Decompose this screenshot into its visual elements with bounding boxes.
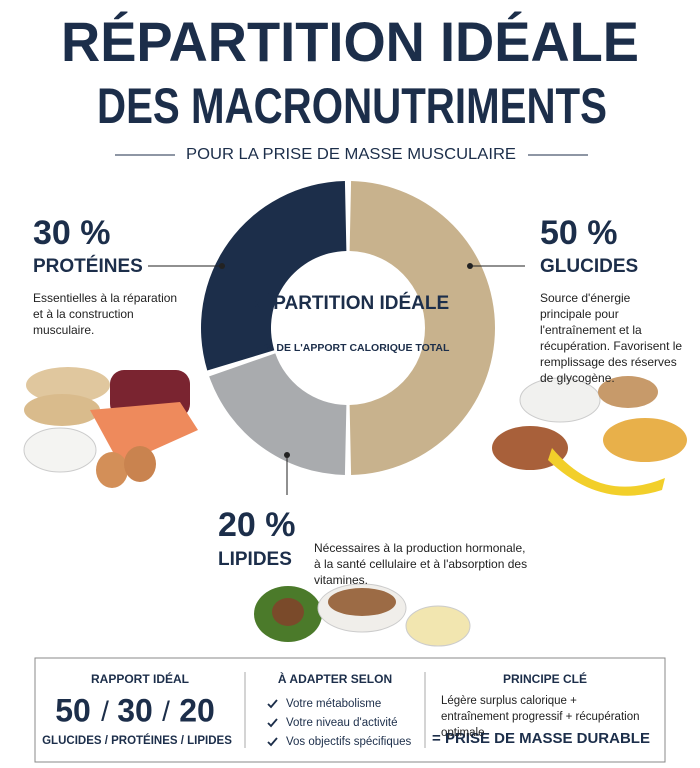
leader-dot <box>219 263 225 269</box>
value-label: 20 % <box>218 506 296 544</box>
subtitle: POUR LA PRISE DE MASSE MUSCULAIRE <box>186 146 516 163</box>
heading: À ADAPTER SELON <box>278 671 392 686</box>
heading: RAPPORT IDÉAL <box>91 671 189 686</box>
description: Essentielles à la réparation et à la con… <box>33 291 178 337</box>
donut-title: RÉPARTITION IDÉALE <box>247 292 449 314</box>
slice <box>209 353 347 475</box>
value-label: 30 % <box>33 214 111 252</box>
ratio-legend: GLUCIDES / PROTÉINES / LIPIDES <box>42 734 232 747</box>
category-label: PROTÉINES <box>33 255 143 277</box>
ratio-separator: / <box>101 695 109 726</box>
check-icon <box>267 737 278 747</box>
description: Source d'énergie principale pour l'entra… <box>540 291 683 385</box>
carb-foods <box>492 376 687 496</box>
ratio-separator: / <box>162 695 170 726</box>
protein-foods <box>23 367 198 488</box>
ratio-number: 30 <box>117 692 153 728</box>
check-icon <box>267 699 278 709</box>
description: Nécessaires à la production hormonale, à… <box>314 541 528 587</box>
donut-subtitle: EN % DE L'APPORT CALORIQUE TOTAL <box>247 342 450 354</box>
category-label: LIPIDES <box>218 549 292 570</box>
principle-result: = PRISE DE MASSE DURABLE <box>432 730 650 747</box>
value-label: 50 % <box>540 214 618 252</box>
fat-foods <box>254 583 471 647</box>
category-label: GLUCIDES <box>540 256 638 277</box>
title: DES MACRONUTRIMENTS <box>97 78 607 134</box>
ratio-number: 20 <box>179 692 215 728</box>
heading: PRINCIPE CLÉ <box>503 671 587 686</box>
principle-text: Légère surplus calorique + entraînement … <box>441 695 640 739</box>
title: RÉPARTITION IDÉALE <box>61 10 639 73</box>
adapt-item: Votre niveau d'activité <box>286 717 398 729</box>
donut <box>201 181 495 475</box>
ratio-number: 50 <box>55 692 91 728</box>
leader-dot <box>284 452 290 458</box>
summary-box <box>34 657 666 763</box>
leader-dot <box>467 263 473 269</box>
adapt-item: Votre métabolisme <box>286 698 381 710</box>
slice <box>201 181 347 371</box>
adapt-item: Vos objectifs spécifiques <box>286 736 412 748</box>
slice <box>349 181 495 475</box>
check-icon <box>267 718 278 728</box>
